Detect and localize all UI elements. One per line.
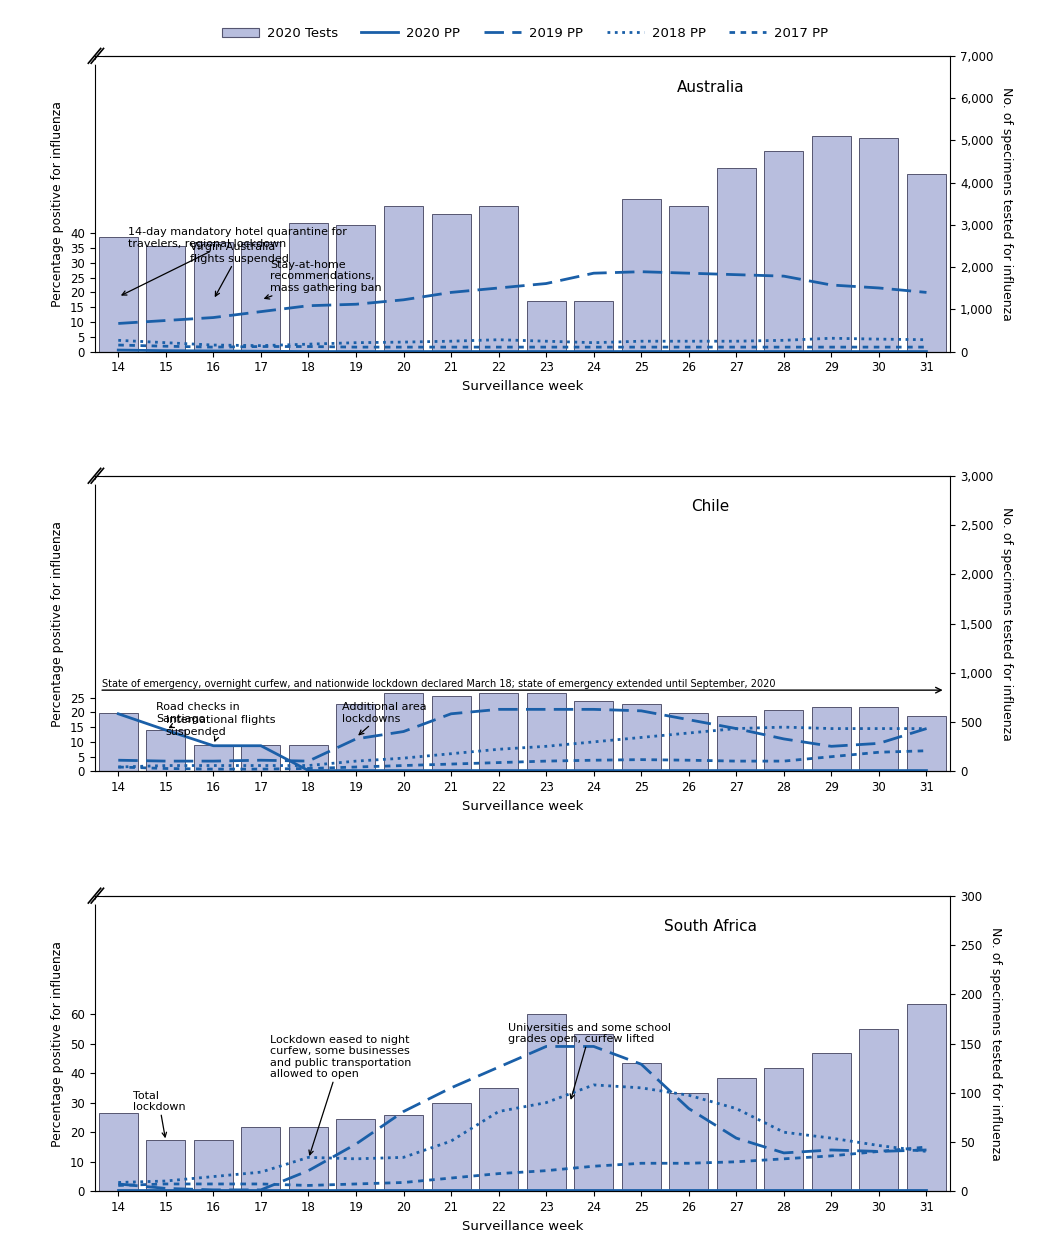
Y-axis label: No. of specimens tested for influenza: No. of specimens tested for influenza — [989, 927, 1002, 1160]
Legend: 2020 Tests, 2020 PP, 2019 PP, 2018 PP, 2017 PP: 2020 Tests, 2020 PP, 2019 PP, 2018 PP, 2… — [216, 21, 834, 45]
Text: Lockdown eased to night
curfew, some businesses
and public transportation
allowe: Lockdown eased to night curfew, some bus… — [271, 1035, 412, 1155]
Bar — [717, 1078, 756, 1191]
Bar — [812, 1054, 850, 1191]
Bar — [336, 225, 376, 351]
Bar — [527, 300, 566, 351]
Bar — [574, 300, 613, 351]
Bar — [146, 246, 185, 351]
Bar — [289, 1127, 328, 1191]
Bar — [907, 174, 946, 351]
Bar — [479, 1088, 518, 1191]
Bar — [622, 1064, 660, 1191]
X-axis label: Surveillance week: Surveillance week — [462, 380, 583, 393]
Bar — [99, 714, 138, 772]
Bar — [527, 692, 566, 772]
Text: Virgin Australia
flights suspended: Virgin Australia flights suspended — [190, 242, 289, 297]
Bar — [527, 1014, 566, 1191]
Bar — [907, 716, 946, 772]
Bar — [907, 1004, 946, 1191]
Bar — [860, 138, 899, 351]
Text: Universities and some school
grades open, curfew lifted: Universities and some school grades open… — [508, 1023, 671, 1098]
Bar — [860, 1029, 899, 1191]
Bar — [194, 746, 233, 772]
Bar — [669, 714, 709, 772]
Bar — [242, 746, 280, 772]
Y-axis label: Percentage positive for influenza: Percentage positive for influenza — [51, 521, 64, 726]
Bar — [384, 206, 423, 351]
Bar — [764, 1069, 803, 1191]
Text: South Africa: South Africa — [665, 920, 757, 934]
Bar — [764, 710, 803, 772]
Bar — [384, 1116, 423, 1191]
Y-axis label: Percentage positive for influenza: Percentage positive for influenza — [51, 941, 64, 1147]
Bar — [242, 242, 280, 351]
Bar — [336, 705, 376, 772]
Bar — [242, 1127, 280, 1191]
Text: 14-day mandatory hotel quarantine for
travelers, regional lockdown: 14-day mandatory hotel quarantine for tr… — [122, 227, 346, 295]
Bar — [812, 707, 850, 772]
Text: Additional area
lockdowns: Additional area lockdowns — [341, 702, 426, 735]
Bar — [812, 137, 850, 351]
Bar — [384, 692, 423, 772]
Y-axis label: No. of specimens tested for influenza: No. of specimens tested for influenza — [1000, 87, 1013, 320]
Y-axis label: Percentage positive for influenza: Percentage positive for influenza — [51, 101, 64, 307]
Y-axis label: No. of specimens tested for influenza: No. of specimens tested for influenza — [1000, 506, 1013, 741]
Text: State of emergency, overnight curfew, and nationwide lockdown declared March 18;: State of emergency, overnight curfew, an… — [102, 679, 775, 689]
Bar — [146, 1140, 185, 1191]
Text: Total
lockdown: Total lockdown — [132, 1091, 185, 1137]
Bar — [432, 695, 470, 772]
Text: Australia: Australia — [677, 79, 744, 94]
X-axis label: Surveillance week: Surveillance week — [462, 1220, 583, 1232]
Bar — [432, 1103, 470, 1191]
Bar — [622, 200, 660, 351]
Text: Chile: Chile — [692, 499, 730, 515]
Bar — [289, 746, 328, 772]
Bar — [669, 1093, 709, 1191]
Bar — [574, 701, 613, 772]
Bar — [194, 1140, 233, 1191]
Bar — [479, 692, 518, 772]
Bar — [289, 222, 328, 351]
Bar — [574, 1034, 613, 1191]
X-axis label: Surveillance week: Surveillance week — [462, 799, 583, 813]
Text: Stay-at-home
recommendations,
mass gathering ban: Stay-at-home recommendations, mass gathe… — [265, 259, 382, 299]
Bar — [99, 1112, 138, 1191]
Bar — [669, 206, 709, 351]
Bar — [99, 237, 138, 351]
Bar — [479, 206, 518, 351]
Bar — [717, 716, 756, 772]
Bar — [194, 242, 233, 351]
Bar — [717, 168, 756, 351]
Bar — [764, 151, 803, 351]
Bar — [336, 1119, 376, 1191]
Text: International flights
suspended: International flights suspended — [166, 715, 275, 741]
Bar — [432, 215, 470, 351]
Bar — [860, 707, 899, 772]
Text: Road checks in
Santiago: Road checks in Santiago — [156, 702, 240, 727]
Bar — [622, 705, 660, 772]
Bar — [146, 730, 185, 772]
